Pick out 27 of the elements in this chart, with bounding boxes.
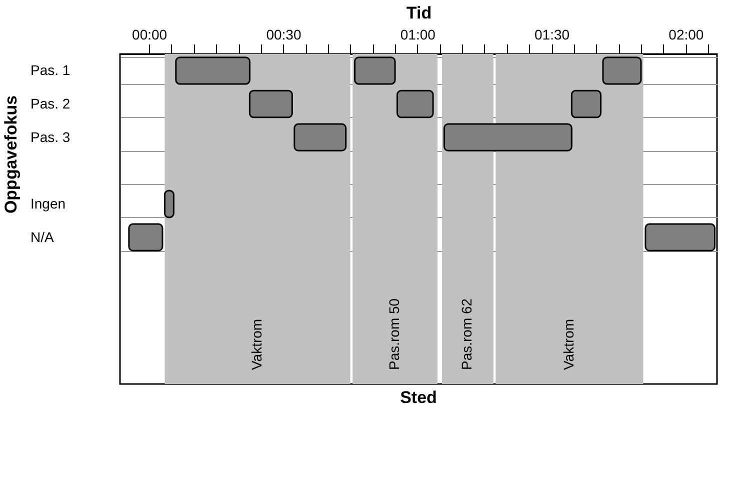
x-tick-label: 02:00 (668, 26, 704, 42)
y-tick-label: Pas. 1 (30, 62, 70, 78)
x-tick-label: 01:30 (534, 26, 570, 42)
bar (175, 56, 250, 85)
bar (128, 223, 164, 252)
x-tick-label: 00:00 (132, 26, 168, 42)
band-label: Vaktrom (248, 318, 265, 370)
text: Sted (400, 388, 437, 407)
bar (248, 90, 293, 118)
y-tick-label: Pas. 3 (30, 128, 70, 145)
bar (602, 56, 642, 85)
x-axis-title: Tid (406, 4, 432, 22)
x-tick-label: 00:30 (266, 26, 302, 42)
band-label: Pas.rom 62 (458, 298, 475, 370)
band-label: Pas.rom 50 (386, 298, 402, 370)
bar (294, 123, 347, 152)
y-tick-label: N/A (30, 228, 54, 245)
bar (570, 90, 602, 118)
band-label: Vaktrom (560, 318, 576, 370)
y-tick-label: Ingen (30, 196, 66, 212)
y-tick-label: Pas. 2 (30, 96, 70, 112)
y-axis-title: Oppgavefokus (2, 95, 20, 214)
bar (354, 56, 396, 85)
bar (443, 123, 572, 152)
bar (396, 90, 434, 118)
x-tick-label: 01:00 (400, 26, 436, 42)
bar (164, 190, 174, 218)
